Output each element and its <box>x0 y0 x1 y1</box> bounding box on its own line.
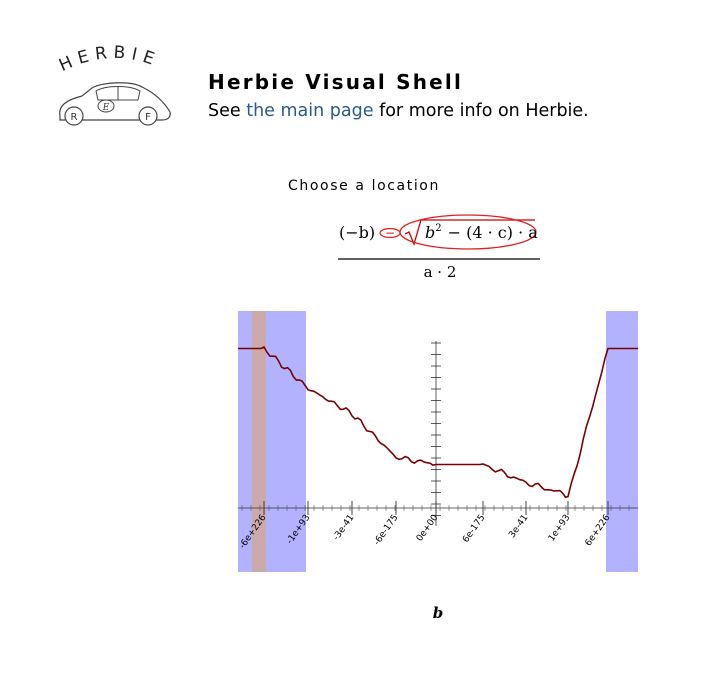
x-tick-label: -3e-41 <box>332 513 357 543</box>
error-curve <box>238 345 638 499</box>
subtitle-suffix: for more info on Herbie. <box>373 101 589 121</box>
x-tick-label: 3e-41 <box>507 513 530 540</box>
radicand-rest: − (4 · c) · a <box>448 223 539 242</box>
numerator-left-term[interactable]: (−b) <box>339 223 375 242</box>
svg-text:HERBIE: HERBIE <box>56 44 162 76</box>
logo-wheel-left-text: R <box>71 112 78 123</box>
radicand-exponent: 2 <box>435 223 441 234</box>
herbie-car-logo: HERBIE R E F <box>56 44 171 126</box>
denominator[interactable]: a · 2 <box>424 263 457 281</box>
x-tick-label: 1e+93 <box>547 513 573 544</box>
highlight-region-right <box>606 311 638 572</box>
highlight-region-overlap <box>252 311 266 572</box>
minus-operator[interactable]: − <box>385 226 395 240</box>
sqrt-highlight[interactable] <box>399 214 537 250</box>
logo-wheel-right-text: F <box>145 112 151 123</box>
formula-radicand: b2 − (4 · c) · a <box>425 223 538 242</box>
error-plot[interactable]: -6e+226 -1e+93 -3e-41 -6e-175 0e+00 6e-175 3e-… <box>238 311 638 572</box>
formula-display: (−b) − b2 − (4 · c) · a a · 2 <box>338 214 540 281</box>
sqrt-symbol <box>404 219 535 246</box>
logo-emblem-text: E <box>102 103 110 113</box>
x-tick-label: 6e-175 <box>461 513 487 545</box>
radicand-b: b <box>425 223 435 242</box>
main-page-link[interactable]: the main page <box>246 101 374 121</box>
plot-variable-label: b <box>432 604 444 622</box>
app-title: Herbie Visual Shell <box>208 70 464 94</box>
x-tick-label: 0e+00 <box>415 513 441 544</box>
x-tick-label: -6e-175 <box>372 513 400 547</box>
logo-text: HERBIE <box>56 44 156 76</box>
subtitle: See the main page for more info on Herbi… <box>208 101 589 121</box>
subtitle-prefix: See <box>208 101 247 121</box>
y-axis-ticks <box>431 342 441 516</box>
location-prompt: Choose a location <box>288 178 440 194</box>
highlight-region-left <box>238 311 306 572</box>
